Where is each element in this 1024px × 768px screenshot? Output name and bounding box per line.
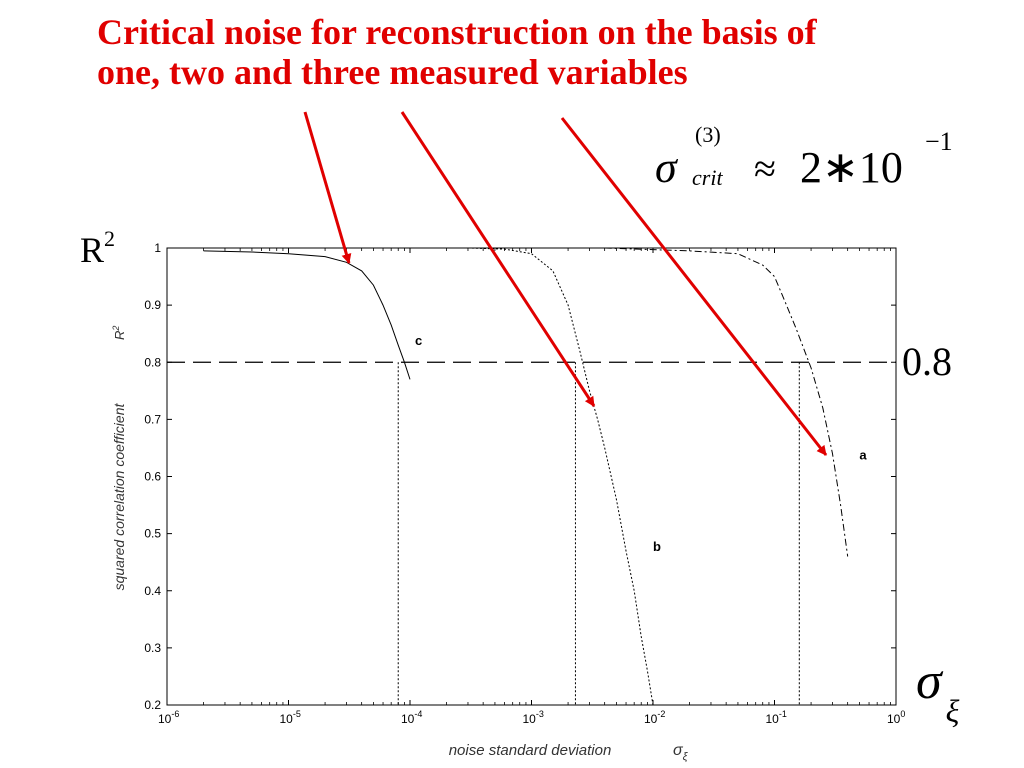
x-tick-label: 10-4 [401,709,422,726]
x-tick-label: 10-6 [158,709,179,726]
threshold-label: 0.8 [902,339,952,384]
x-tick-label: 10-3 [523,709,544,726]
series-label-c: c [415,333,422,348]
sigma-xi-label: σξ [916,653,960,729]
x-tick-label: 10-1 [766,709,787,726]
y-tick-label: 0.8 [144,355,161,369]
annotation-arrow-a [560,117,828,456]
series-label-b: b [653,539,661,554]
series-line-a [604,247,849,557]
y-tick-label: 1 [154,241,161,255]
y-tick-label: 0.4 [144,584,161,598]
plot-frame [166,247,897,706]
x-axis-symbol: σξ [673,742,689,763]
annotation-arrow-c [303,111,352,264]
slide-title: Critical noise for reconstruction on the… [97,12,817,93]
x-tick-label: 10-5 [280,709,301,726]
y-tick-label: 0.9 [144,298,161,312]
x-axis-label: noise standard deviation [449,742,612,759]
y-axis-symbol: R2 [111,326,127,340]
x-tick-label: 100 [887,709,905,726]
critical-sigma-formula: σ (3) crit ≈ 2∗10 −1 [655,103,953,195]
y-tick-label: 0.5 [144,527,161,541]
r2-label: R2 [80,226,115,270]
x-tick-label: 10-2 [644,709,665,726]
y-axis-label: squared correlation coefficient [111,403,127,591]
y-tick-label: 0.6 [144,470,161,484]
annotation-arrow-b [400,111,596,407]
series-label-a: a [859,447,867,462]
series-line-c [203,250,411,380]
y-tick-label: 0.2 [144,698,161,712]
y-tick-label: 0.7 [144,412,161,426]
series-line-b [467,247,654,706]
y-tick-label: 0.3 [144,641,161,655]
